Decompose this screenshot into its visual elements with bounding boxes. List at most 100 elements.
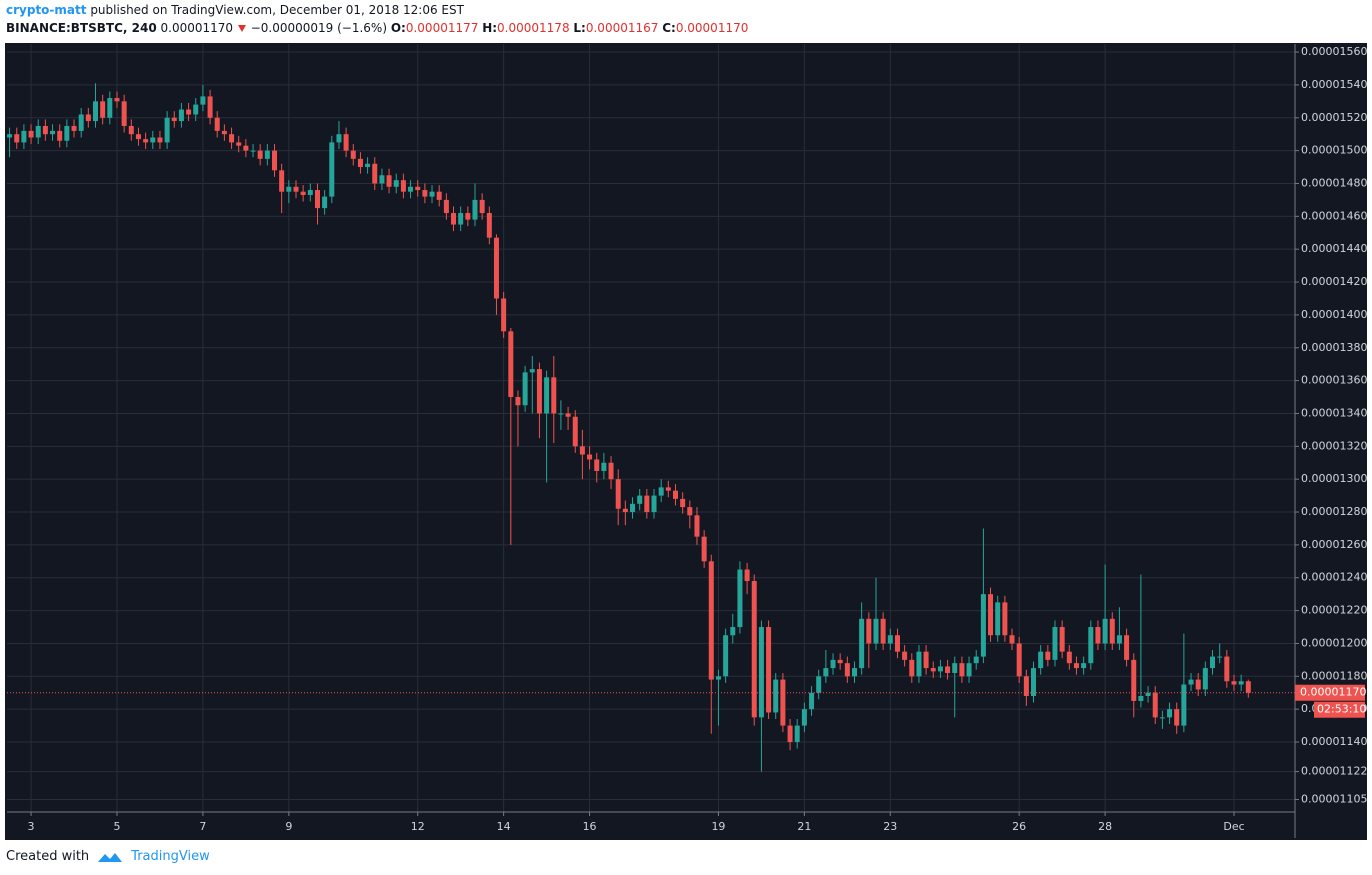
- candle-body: [859, 618, 865, 669]
- candle-body: [630, 503, 636, 513]
- candle-body: [1102, 618, 1108, 644]
- candle-body: [665, 487, 671, 491]
- candle-body: [837, 659, 843, 664]
- candle-body: [730, 627, 736, 636]
- candle-body: [221, 130, 227, 135]
- candle-body: [737, 569, 743, 628]
- candle-body: [100, 101, 106, 118]
- candle-body: [1002, 602, 1008, 636]
- candle-body: [1052, 627, 1058, 660]
- candle-body: [1188, 679, 1194, 685]
- x-tick-label: 21: [797, 820, 811, 833]
- candle-body: [465, 213, 471, 220]
- candle-body: [329, 142, 335, 197]
- candle-body: [307, 190, 313, 195]
- low-label: L:: [573, 21, 586, 35]
- candle-body: [529, 369, 535, 373]
- candle-body: [250, 150, 256, 152]
- candle-body: [952, 663, 958, 674]
- candle-body: [1159, 717, 1165, 719]
- candle-body: [85, 114, 91, 122]
- footer: Created with TradingView: [6, 849, 210, 864]
- y-tick-label: 0.00001480: [1301, 176, 1367, 189]
- author[interactable]: crypto-matt: [6, 3, 87, 17]
- symbol: BINANCE:BTSBTC, 240: [6, 21, 157, 35]
- candle-body: [637, 495, 643, 504]
- candle-body: [479, 199, 485, 214]
- price-label: 0.00001170: [1300, 686, 1366, 699]
- brand[interactable]: TradingView: [131, 849, 210, 864]
- candle-body: [1088, 627, 1094, 664]
- candle-body: [880, 618, 886, 644]
- high-value: 0.00001178: [497, 21, 570, 35]
- candle-body: [28, 130, 34, 138]
- y-tick-label: 0.00001340: [1301, 406, 1367, 419]
- candle-body: [651, 495, 657, 513]
- candle-body: [422, 190, 428, 197]
- y-tick-label: 0.00001520: [1301, 111, 1367, 124]
- candle-body: [758, 627, 764, 718]
- candle-body: [493, 237, 499, 299]
- candle-body: [400, 180, 406, 192]
- candle-body: [1023, 676, 1029, 697]
- candle-body: [78, 114, 84, 131]
- candle-body: [393, 180, 399, 187]
- candle-body: [866, 618, 872, 644]
- y-tick-label: 0.00001260: [1301, 538, 1367, 551]
- candle-body: [1066, 651, 1072, 664]
- logo: [98, 852, 123, 862]
- open-label: O:: [390, 21, 406, 35]
- header-line: crypto-matt published on TradingView.com…: [6, 3, 464, 17]
- candle-body: [279, 170, 285, 192]
- candle-body: [966, 663, 972, 677]
- candle-body: [1152, 692, 1158, 718]
- candle-body: [1174, 709, 1180, 726]
- candle-body: [508, 331, 514, 398]
- candle-body: [443, 199, 449, 214]
- y-tick-label: 0.00001220: [1301, 604, 1367, 617]
- candle-body: [794, 725, 800, 743]
- candle-body: [1116, 635, 1122, 644]
- y-tick-label: 0.00001105: [1301, 793, 1367, 806]
- candle-body: [229, 134, 235, 143]
- candle-body: [780, 679, 786, 726]
- y-tick-label: 0.00001500: [1301, 144, 1367, 157]
- candle-body: [150, 137, 156, 143]
- candle-body: [379, 175, 385, 184]
- y-tick-label: 0.00001240: [1301, 571, 1367, 584]
- candle-body: [42, 125, 48, 135]
- close-label: C:: [662, 21, 676, 35]
- candle-body: [214, 117, 220, 131]
- candle-body: [1217, 656, 1223, 658]
- y-tick-label: 0.00001540: [1301, 78, 1367, 91]
- y-tick-label: 0.00001300: [1301, 472, 1367, 485]
- candle-body: [923, 651, 929, 669]
- y-tick-label: 0.00001280: [1301, 505, 1367, 518]
- candle-body: [1059, 627, 1065, 652]
- candle-body: [844, 663, 850, 677]
- candle-body: [1231, 681, 1237, 685]
- candle-body: [945, 666, 951, 674]
- candle-body: [286, 186, 292, 192]
- candle-body: [121, 101, 127, 126]
- y-tick-label: 0.00001122: [1301, 765, 1367, 778]
- candle-body: [1167, 709, 1173, 718]
- low-value: 0.00001167: [585, 21, 659, 35]
- candle-body: [107, 98, 113, 118]
- candle-body: [1009, 635, 1015, 644]
- candle-body: [579, 446, 585, 455]
- candle-body: [1181, 684, 1187, 726]
- candle-body: [128, 125, 134, 135]
- candle-body: [1224, 656, 1230, 682]
- y-tick-label: 0.00001320: [1301, 439, 1367, 452]
- candle-body: [572, 416, 578, 447]
- x-tick-label: Dec: [1223, 820, 1244, 833]
- y-tick-label: 0.00001180: [1301, 669, 1367, 682]
- candle-body: [114, 98, 120, 102]
- candle-body: [1038, 651, 1044, 669]
- candle-body: [558, 413, 564, 415]
- candle-body: [816, 676, 822, 693]
- chart-background: [5, 43, 1367, 840]
- candle-body: [207, 96, 213, 118]
- down-arrow: [237, 25, 246, 32]
